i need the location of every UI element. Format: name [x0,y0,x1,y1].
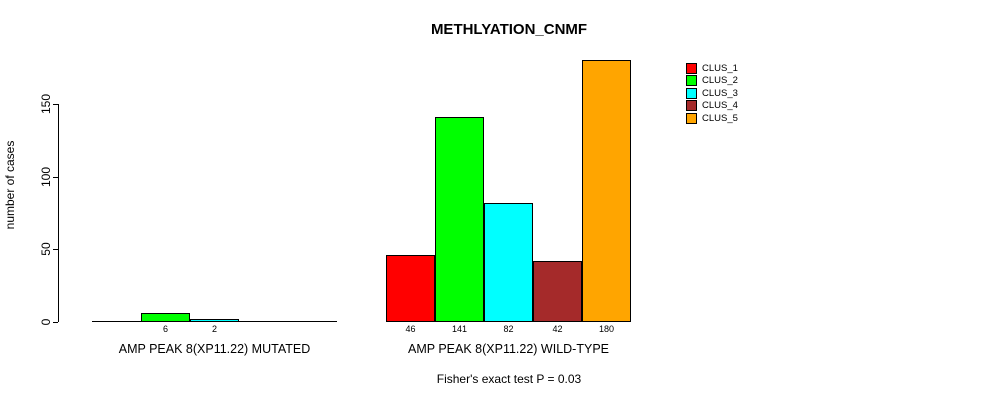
y-axis-title: number of cases [3,140,17,230]
legend-label-clus_1: CLUS_1 [702,63,738,74]
bar-group-wild-type: AMP PEAK 8(XP11.22) WILD-TYPE 46 141 82 42 1… [386,0,631,400]
group-label-mutated: AMP PEAK 8(XP11.22) MUTATED [118,342,311,356]
bar-clus_2-group1 [435,117,484,322]
y-tick-100 [53,177,58,178]
bar-group-mutated: AMP PEAK 8(XP11.22) MUTATED 6 2 [92,0,337,400]
bar-value-clus_2-group0: 6 [162,324,168,334]
legend-swatch-clus_3 [686,87,697,99]
legend-item-clus_1: CLUS_1 [686,63,738,74]
legend-swatch-clus_2 [686,75,697,87]
bar-clus_2-group0 [141,313,190,322]
fisher-test-annotation: Fisher's exact test P = 0.03 [436,372,582,386]
y-axis-line [58,104,59,322]
bar-clus_3-group0 [190,319,239,322]
legend-label-clus_2: CLUS_2 [702,75,738,87]
legend-swatch-clus_4 [686,100,697,112]
y-tick-150 [53,104,58,105]
bar-value-clus_4-group1: 42 [552,324,563,334]
group-label-wild-type: AMP PEAK 8(XP11.22) WILD-TYPE [408,342,609,356]
y-tick-50 [53,249,58,250]
legend-item-clus_4: CLUS_4 [686,100,738,112]
legend-item-clus_3: CLUS_3 [686,87,738,99]
bar-clus_3-group1 [484,203,533,322]
bar-clus_1-group1 [386,255,435,322]
legend-label-clus_5: CLUS_5 [702,112,738,124]
legend: CLUS_1 CLUS_2 CLUS_3 CLUS_4 CLUS_5 [686,63,738,125]
legend-label-clus_3: CLUS_3 [702,87,738,99]
bar-value-clus_3-group0: 2 [211,324,217,334]
legend-swatch-clus_1 [686,63,697,74]
y-tick-label-100: 100 [39,166,53,188]
y-tick-label-150: 150 [39,93,53,115]
bar-clus_5-group1 [582,60,631,322]
legend-swatch-clus_5 [686,112,697,124]
bar-clus_4-group1 [533,261,582,322]
chart-title: METHLYATION_CNMF [430,21,588,38]
bar-value-clus_5-group1: 180 [598,324,615,334]
bar-value-clus_3-group1: 82 [503,324,514,334]
legend-item-clus_2: CLUS_2 [686,75,738,87]
legend-item-clus_5: CLUS_5 [686,112,738,124]
bar-value-clus_2-group1: 141 [451,324,468,334]
legend-label-clus_4: CLUS_4 [702,100,738,112]
y-tick-0 [53,322,58,323]
bar-value-clus_1-group1: 46 [405,324,416,334]
y-tick-label-50: 50 [39,242,53,256]
y-tick-label-0: 0 [39,318,53,326]
